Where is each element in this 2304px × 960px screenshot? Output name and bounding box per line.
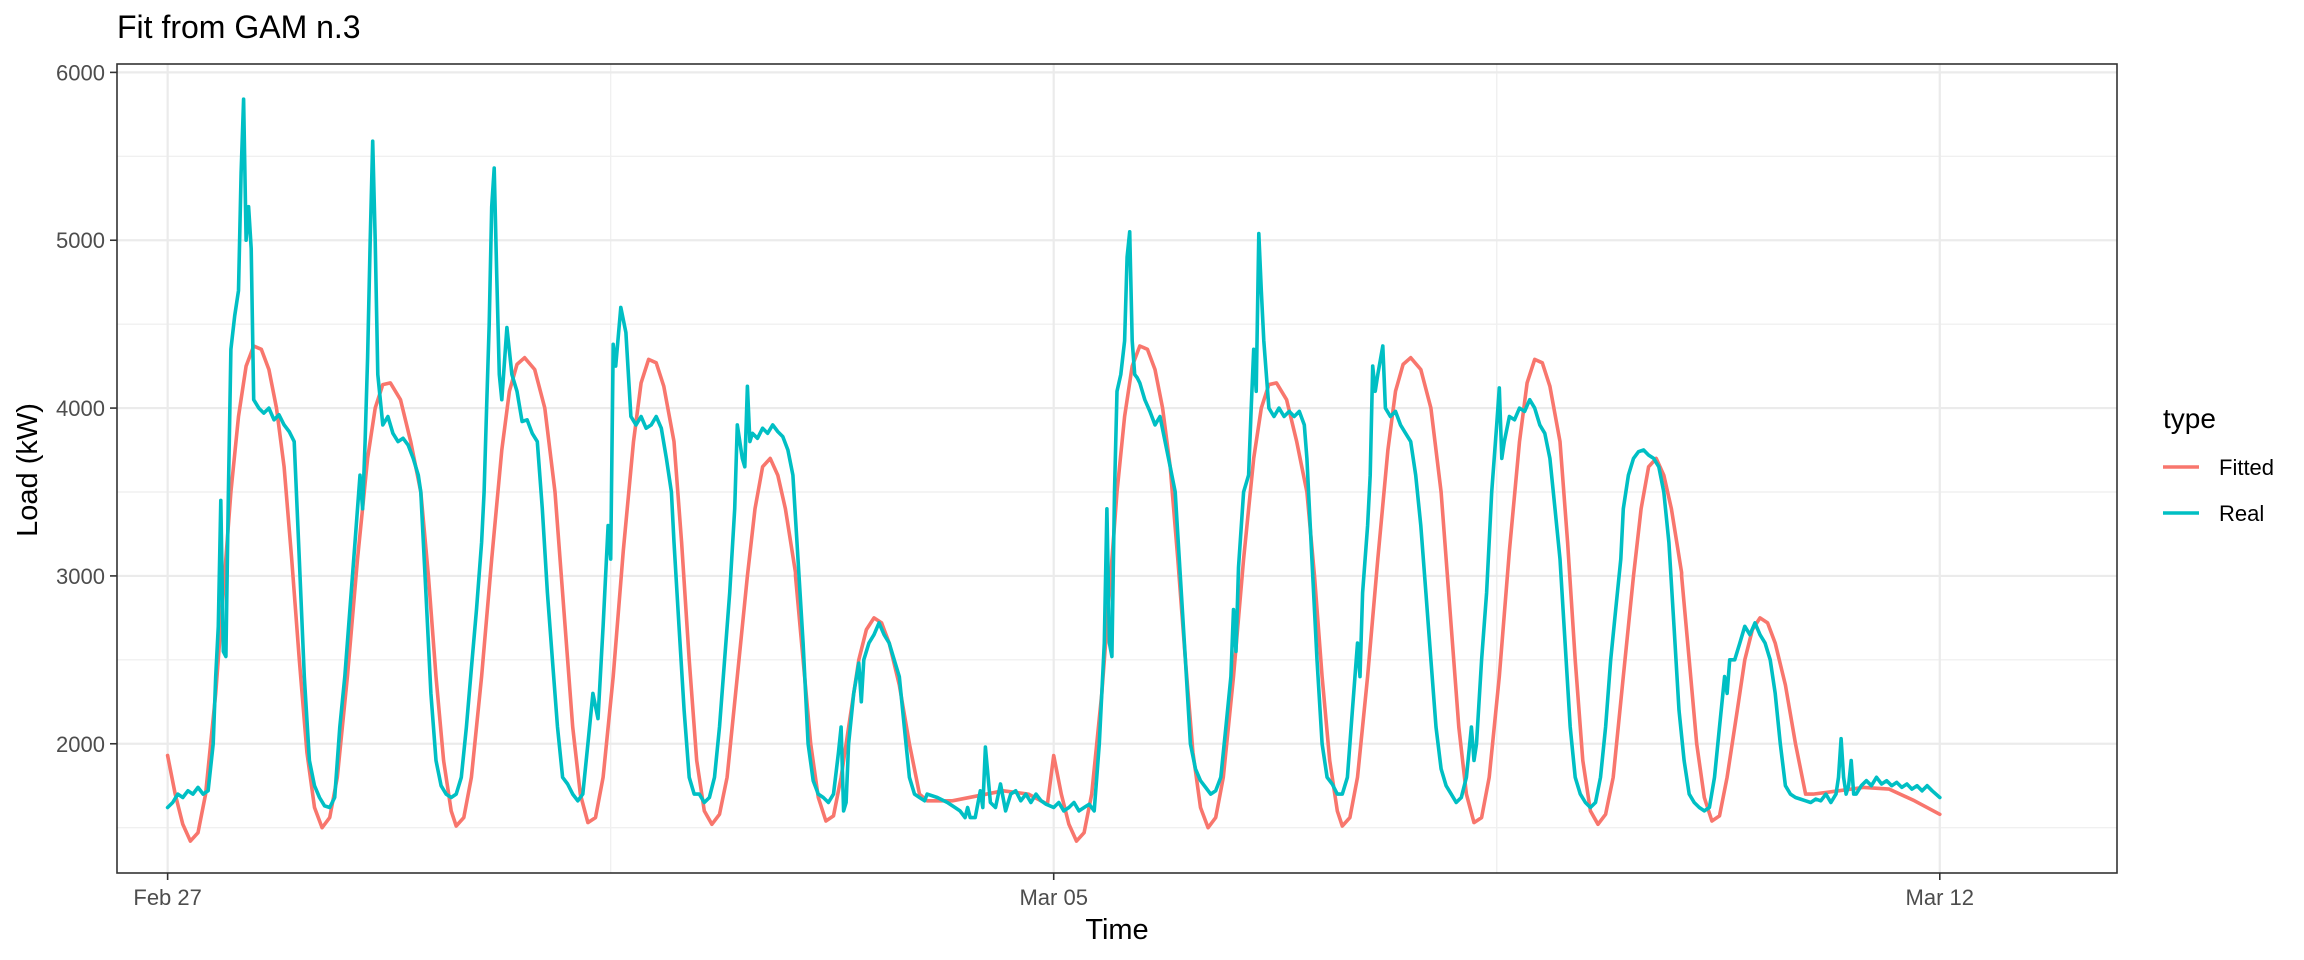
- legend-item-fitted: Fitted: [2163, 455, 2274, 480]
- series-line-fitted: [165, 344, 1942, 843]
- x-tick-label: Mar 05: [1019, 885, 1087, 910]
- plot-border: [116, 63, 2118, 874]
- plot-panel: [117, 64, 2117, 873]
- x-axis-title: Time: [1085, 914, 1148, 946]
- legend-label-real: Real: [2219, 501, 2264, 526]
- series-line-real: [165, 97, 1942, 820]
- x-tick-label: Feb 27: [133, 885, 202, 910]
- y-tick-label: 6000: [56, 60, 105, 85]
- series-lines: [165, 97, 1942, 843]
- legend-item-real: Real: [2163, 501, 2264, 526]
- y-tick-label: 2000: [56, 732, 105, 757]
- legend: type Fitted Real: [2163, 403, 2274, 526]
- chart-title: Fit from GAM n.3: [117, 9, 361, 45]
- legend-label-fitted: Fitted: [2219, 455, 2274, 480]
- y-tick-label: 5000: [56, 228, 105, 253]
- y-axis-title: Load (kW): [12, 403, 44, 537]
- y-tick-label: 4000: [56, 396, 105, 421]
- legend-title: type: [2163, 403, 2216, 434]
- x-axis: Feb 27 Mar 05 Mar 12: [133, 873, 1974, 910]
- y-axis: 2000 3000 4000 5000 6000: [56, 60, 117, 757]
- y-tick-label: 3000: [56, 564, 105, 589]
- x-tick-label: Mar 12: [1906, 885, 1974, 910]
